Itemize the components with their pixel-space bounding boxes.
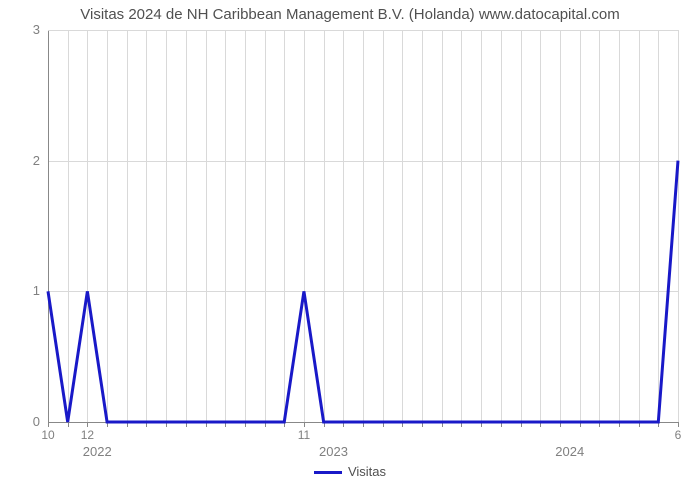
- series-line: [0, 0, 700, 500]
- chart-container: { "chart": { "type": "line", "title": "V…: [0, 0, 700, 500]
